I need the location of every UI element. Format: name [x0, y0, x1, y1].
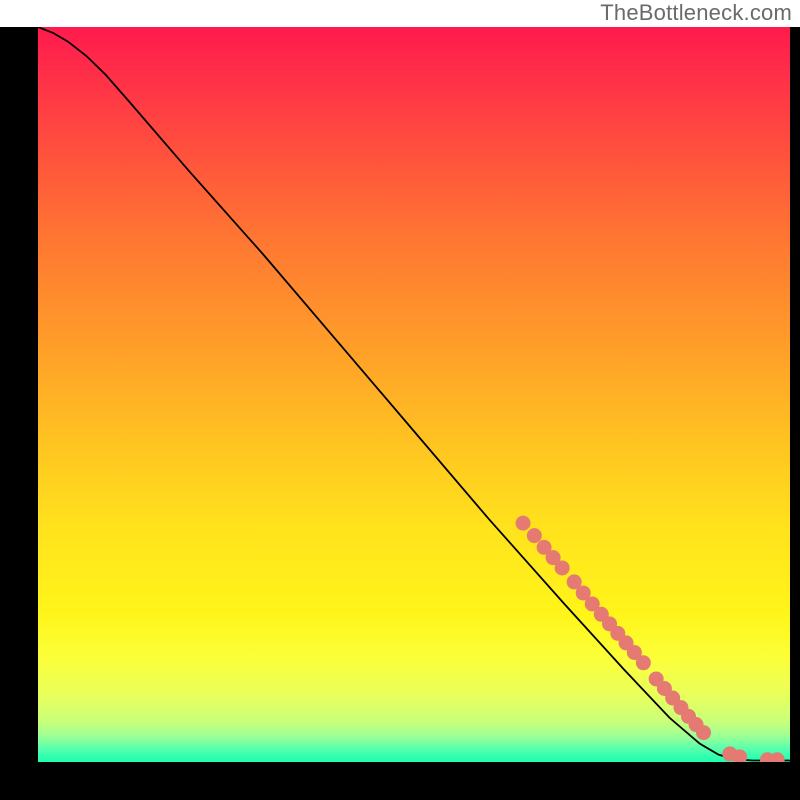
chart-svg: [38, 27, 790, 762]
data-marker: [555, 560, 570, 575]
data-marker: [636, 655, 651, 670]
gradient-background: [38, 27, 790, 762]
chart-frame: [0, 27, 800, 800]
attribution-text: TheBottleneck.com: [600, 0, 792, 26]
data-marker: [696, 725, 711, 740]
data-marker: [527, 528, 542, 543]
plot-area: [38, 27, 790, 762]
data-marker: [516, 516, 531, 531]
